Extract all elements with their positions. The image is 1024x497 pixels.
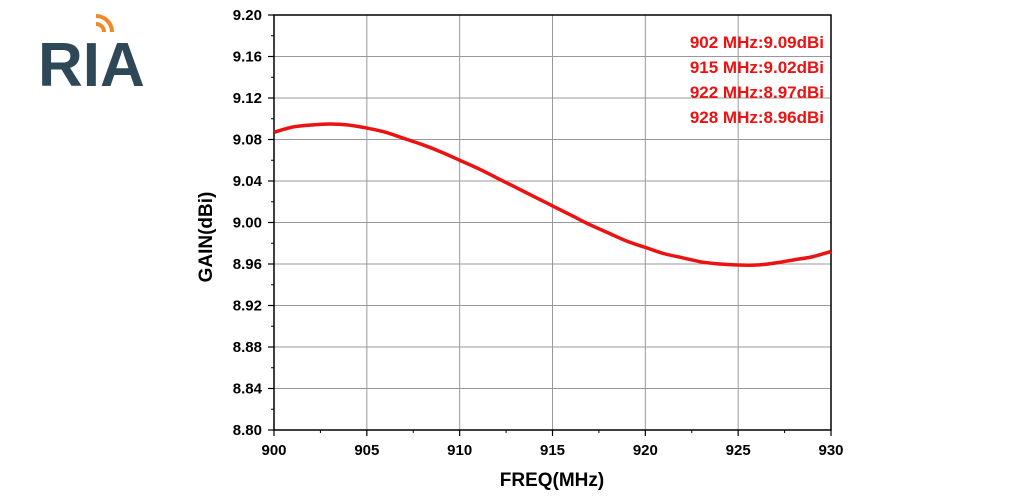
annotations: 902 MHz:9.09dBi 915 MHz:9.02dBi 922 MHz:8.… [690,33,824,127]
logo-text: RIA [38,31,145,92]
y-tick-label: 8.84 [233,381,263,398]
signal-wave-icon [95,22,106,33]
gain-series-line [273,122,832,267]
x-axis-title: FREQ(MHz) [500,470,604,491]
y-tick-labels: 8.80 8.84 8.88 8.92 8.96 9.00 9.04 9.08 9.12 9.16… [233,7,263,439]
x-tick-label: 925 [726,442,751,459]
y-tick-label: 9.00 [233,215,262,232]
y-tick-label: 8.96 [233,256,262,273]
x-tick-label: 900 [261,442,286,459]
grid-lines [273,14,832,431]
y-tick-label: 9.08 [233,132,262,149]
y-tick-label: 8.92 [233,298,262,315]
x-tick-label: 910 [447,442,472,459]
gain-annotation: 922 MHz:8.97dBi [690,83,824,102]
gain-annotation: 915 MHz:9.02dBi [690,58,824,77]
series-group [273,122,832,267]
y-axis-title: GAIN(dBi) [196,192,217,283]
y-tick-label: 9.16 [233,49,262,66]
y-tick-label: 9.12 [233,90,262,107]
x-tick-label: 905 [354,442,379,459]
x-tick-label: 920 [633,442,658,459]
x-tick-labels: 900 905 910 915 920 925 930 [261,442,843,459]
ria-logo: RIA [36,12,160,100]
x-tick-label: 930 [818,442,843,459]
gain-annotation: 928 MHz:8.96dBi [690,108,824,127]
y-tick-label: 8.80 [233,422,262,439]
axis-ticks [268,14,832,436]
y-tick-label: 9.04 [233,173,263,190]
ria-logo-graphic: RIA [38,14,145,100]
y-tick-label: 8.88 [233,339,262,356]
y-tick-label: 9.20 [233,7,262,24]
gain-annotation: 902 MHz:9.09dBi [690,33,824,52]
x-tick-label: 915 [540,442,565,459]
signal-wave-outer-icon [95,14,114,33]
